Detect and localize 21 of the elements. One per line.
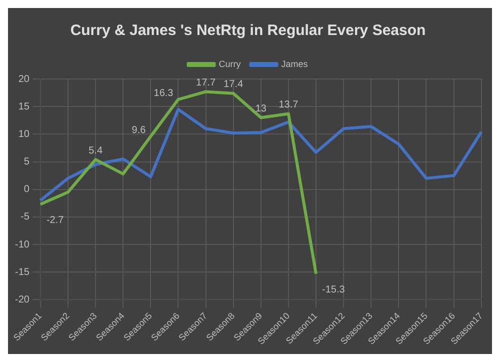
data-label: 17.7 <box>196 77 216 88</box>
data-label: -15.3 <box>322 284 346 296</box>
y-tick-label: 10 <box>18 128 30 140</box>
data-label: 13 <box>255 103 267 114</box>
legend-label: James <box>281 58 308 69</box>
y-tick-label: -15 <box>15 266 30 278</box>
y-tick-label: 5 <box>24 156 30 168</box>
data-label: 17.4 <box>224 79 244 90</box>
chart-title: Curry & James 's NetRtg in Regular Every Season <box>70 22 426 40</box>
y-tick-label: -10 <box>15 239 30 250</box>
y-tick-label: 15 <box>18 101 30 112</box>
data-label: 16.3 <box>154 88 174 100</box>
y-tick-label: 0 <box>24 184 30 196</box>
y-tick-label: -5 <box>20 212 30 223</box>
data-label: -2.7 <box>46 215 64 226</box>
y-tick-label: 20 <box>18 74 30 85</box>
data-label: 9.6 <box>132 125 146 136</box>
data-label: 5.4 <box>88 145 103 156</box>
legend-label: Curry <box>218 58 242 69</box>
data-label: 13.7 <box>278 100 299 111</box>
y-tick-label: -20 <box>15 294 30 306</box>
